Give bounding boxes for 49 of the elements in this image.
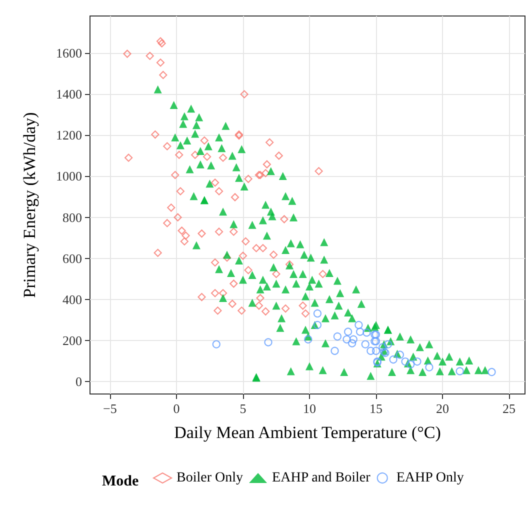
x-tick-label: 10 [302, 401, 316, 416]
point [354, 320, 363, 330]
y-axis-title: Primary Energy (kWh/day) [20, 112, 39, 298]
legend-title: Mode [102, 474, 139, 490]
point [401, 357, 410, 366]
x-tick-label: −5 [103, 401, 117, 416]
x-tick-label: 0 [173, 401, 180, 416]
point [384, 340, 392, 348]
point [361, 340, 370, 348]
point [313, 309, 322, 318]
point [356, 328, 364, 336]
y-tick-label: 800 [62, 210, 82, 225]
point [389, 355, 398, 364]
point [349, 335, 358, 344]
point [425, 363, 434, 372]
point [362, 328, 371, 337]
point [342, 335, 351, 344]
point [333, 332, 342, 341]
point [366, 346, 375, 355]
legend-label: Boiler Only [176, 470, 244, 486]
point [413, 357, 422, 366]
point [396, 350, 404, 359]
y-tick-label: 1600 [56, 45, 82, 60]
point [406, 360, 415, 368]
y-tick-label: 1200 [56, 128, 82, 143]
y-tick-label: 0 [76, 374, 82, 390]
point [212, 340, 220, 348]
point [456, 367, 464, 376]
x-tick-label: 20 [436, 401, 450, 416]
point [372, 346, 380, 355]
x-tick-label: 5 [240, 401, 246, 416]
y-tick-label: 600 [62, 250, 82, 266]
point [264, 338, 272, 346]
x-tick-label: 25 [502, 401, 516, 416]
y-tick-label: 1400 [56, 86, 82, 102]
point [304, 335, 312, 344]
y-tick-label: 400 [62, 292, 82, 307]
y-tick-label: 200 [62, 333, 82, 348]
point [330, 346, 339, 355]
legend-label: EAHP and Boiler [272, 470, 371, 486]
point [378, 343, 387, 352]
legend-label: EAHP Only [396, 470, 464, 486]
x-tick-label: 15 [370, 401, 383, 416]
x-axis-title: Daily Mean Ambient Temperature (°C) [174, 423, 441, 442]
y-tick-label: 1000 [56, 168, 82, 184]
point [344, 328, 352, 336]
point [313, 320, 322, 330]
point [488, 368, 496, 376]
point [348, 339, 356, 348]
